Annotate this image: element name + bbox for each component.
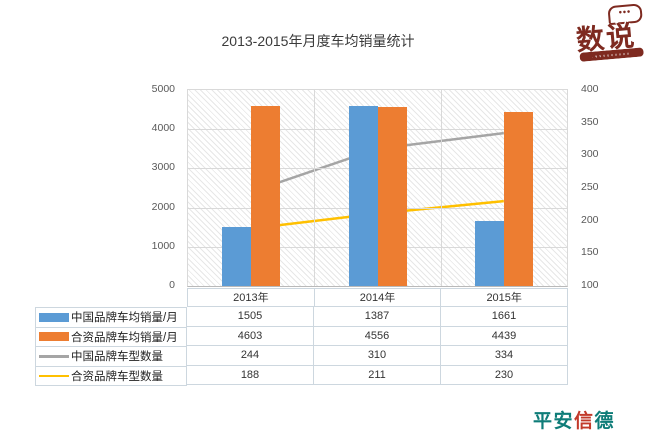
pingan-xinde-logo: 平安信德 [533,406,615,433]
bar [377,107,407,286]
legend-cell: 中国品牌车型数量 [36,347,187,367]
category-header-cell: 2013年 [188,289,315,307]
left-axis-labels: 0 1000 2000 3000 4000 5000 [118,83,175,291]
axis-tick-label: 300 [581,148,599,161]
axis-tick-label: 5000 [151,83,175,95]
value-cell: 4556 [314,326,441,346]
value-cell: 1661 [441,307,568,327]
value-cell: 1387 [314,307,441,327]
axis-tick-label: 2000 [151,200,175,213]
value-cell: 211 [314,365,441,385]
brand-text: 平安 [533,411,575,432]
chart-title: 2013-2015年月度车均销量统计 [221,33,415,49]
legend-bar-swatch-icon [39,312,69,322]
axis-tick-label: 1000 [151,239,175,252]
value-cell: 334 [441,346,568,366]
bar [222,227,252,286]
value-cell: 4603 [187,326,314,346]
axis-tick-label: 350 [581,115,599,128]
table-row: 244 310 334 [187,346,568,366]
axis-tick-label: 400 [581,83,599,95]
axis-tick-label: 250 [581,181,599,193]
category-header-cell: 2015年 [441,289,569,307]
value-cell: 230 [441,365,568,385]
bar [348,105,378,286]
legend-bar-swatch-icon [39,332,69,342]
right-axis-labels: 100 150 200 250 300 350 400 [581,83,626,291]
axis-tick-label: 100 [581,279,599,291]
legend-label: 中国品牌车均销量/月 [71,312,178,325]
table-row: 1505 1387 1661 [187,307,568,327]
value-cell: 188 [187,365,314,385]
legend-column: 中国品牌车均销量/月 合资品牌车均销量/月 中国品牌车型数量 合资品牌车型数量 [35,307,187,386]
plot-area [187,89,568,287]
brand-text: 信 [574,411,595,432]
axis-tick-label: 0 [169,279,175,291]
table-row: 4603 4556 4439 [187,326,568,346]
legend-label: 合资品牌车型数量 [71,370,163,383]
legend-line-swatch-icon [39,355,69,358]
gridline-vertical [440,90,442,286]
legend-cell: 合资品牌车型数量 [36,366,187,386]
table-row: 188 211 230 [187,365,568,385]
gridline-vertical [314,90,316,286]
brand-text: 德 [594,411,616,432]
legend-line-swatch-icon [39,374,69,377]
value-cell: 244 [187,346,314,366]
bar [474,220,504,286]
category-header-cell: 2014年 [314,289,442,307]
value-cell: 1505 [187,307,314,327]
value-cell: 4439 [441,326,568,346]
shushuo-logo: ••• 数说 [572,3,653,69]
bar [503,112,533,286]
axis-tick-label: 4000 [151,122,175,135]
legend-label: 合资品牌车均销量/月 [71,331,178,344]
legend-cell: 合资品牌车均销量/月 [36,327,187,347]
legend-cell: 中国品牌车均销量/月 [36,308,187,328]
legend-label: 中国品牌车型数量 [71,351,163,364]
category-header-row: 2013年 2014年 2015年 [187,288,569,307]
axis-tick-label: 3000 [151,161,175,174]
data-table: 1505 1387 1661 4603 4556 4439 244 310 334 188 211 2… [187,307,568,385]
axis-tick-label: 200 [581,213,599,226]
axis-tick-label: 150 [581,246,599,259]
value-cell: 310 [314,346,441,366]
bar [251,105,281,286]
